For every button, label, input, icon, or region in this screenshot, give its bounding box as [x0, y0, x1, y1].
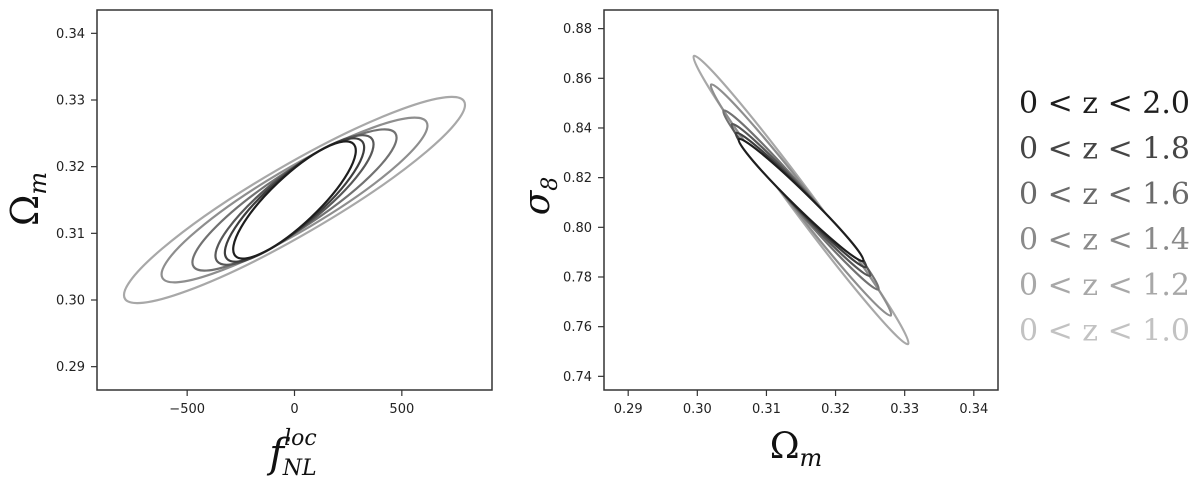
left-y-label-main: Ω: [3, 195, 47, 227]
left-x-axis-label: floc NL: [266, 426, 316, 481]
y-tick-label: 0.84: [563, 121, 592, 136]
legend-entry: 0 < z < 1.2: [1019, 268, 1190, 303]
left-x-label-sup: loc: [284, 426, 317, 451]
left-x-label-sub: NL: [282, 456, 317, 481]
left-contours: [122, 95, 467, 305]
x-tick-label: 0.32: [821, 402, 850, 417]
x-tick-label: 0.34: [959, 402, 988, 417]
y-tick-label: 0.30: [56, 294, 85, 309]
contour-ellipse: [191, 128, 398, 272]
y-tick-label: 0.32: [56, 160, 85, 175]
contour-ellipse: [223, 137, 366, 263]
right-contours: [692, 54, 910, 346]
right-x-label-main: Ω: [770, 426, 800, 467]
y-tick-label: 0.78: [563, 270, 592, 285]
y-tick-label: 0.31: [56, 227, 85, 242]
legend: 0 < z < 2.0 0 < z < 1.8 0 < z < 1.6 0 < z <…: [1019, 86, 1190, 349]
right-y-label-sub: 8: [538, 177, 563, 191]
contour-ellipse: [692, 54, 910, 346]
legend-entry: 0 < z < 2.0: [1019, 86, 1190, 121]
x-tick-label: 0.33: [890, 402, 919, 417]
y-tick-label: 0.29: [56, 360, 85, 375]
contour-ellipse: [214, 134, 375, 266]
left-y-axis-label: Ωm: [3, 172, 52, 226]
right-x-axis-label: Ωm: [770, 426, 823, 472]
y-tick-label: 0.86: [563, 72, 592, 87]
x-tick-label: 0.30: [683, 402, 712, 417]
contour-ellipse: [232, 140, 357, 260]
x-tick-label: 0.29: [614, 402, 643, 417]
y-tick-label: 0.34: [56, 27, 85, 42]
y-tick-label: 0.33: [56, 94, 85, 109]
contour-ellipse: [737, 137, 865, 263]
contour-ellipse: [122, 95, 467, 305]
x-tick-label: −500: [169, 402, 205, 417]
y-tick-label: 0.88: [563, 22, 592, 37]
right-x-label-sub: m: [800, 444, 823, 472]
x-tick-label: 500: [389, 402, 414, 417]
right-panel: 0.29 0.30 0.31 0.32 0.33 0.34 0.74 0.76 0.78 0.8…: [517, 9, 999, 472]
right-y-ticks: 0.74 0.76 0.78 0.80 0.82 0.84 0.86 0.88: [563, 22, 604, 385]
y-tick-label: 0.82: [563, 171, 592, 186]
legend-entry: 0 < z < 1.6: [1019, 177, 1190, 212]
y-tick-label: 0.74: [563, 370, 592, 385]
y-tick-label: 0.76: [563, 320, 592, 335]
left-y-ticks: 0.29 0.30 0.31 0.32 0.33 0.34: [56, 27, 97, 375]
right-plot-frame: [603, 9, 999, 391]
left-x-ticks: −500 0 500: [169, 390, 414, 417]
legend-entry: 0 < z < 1.4: [1019, 223, 1190, 258]
left-y-label-sub: m: [24, 172, 52, 195]
legend-entry: 0 < z < 1.8: [1019, 132, 1190, 167]
right-y-axis-label: σ8: [517, 177, 563, 216]
x-tick-label: 0.31: [752, 402, 781, 417]
x-tick-label: 0: [290, 402, 298, 417]
contour-ellipse: [160, 116, 429, 284]
right-x-ticks: 0.29 0.30 0.31 0.32 0.33 0.34: [614, 390, 988, 417]
legend-entry: 0 < z < 1.0: [1019, 314, 1190, 349]
y-tick-label: 0.80: [563, 221, 592, 236]
right-y-label-main: σ: [517, 189, 558, 215]
left-panel: −500 0 500 0.290.300.310.320.330.34 floc NL…: [3, 9, 493, 481]
